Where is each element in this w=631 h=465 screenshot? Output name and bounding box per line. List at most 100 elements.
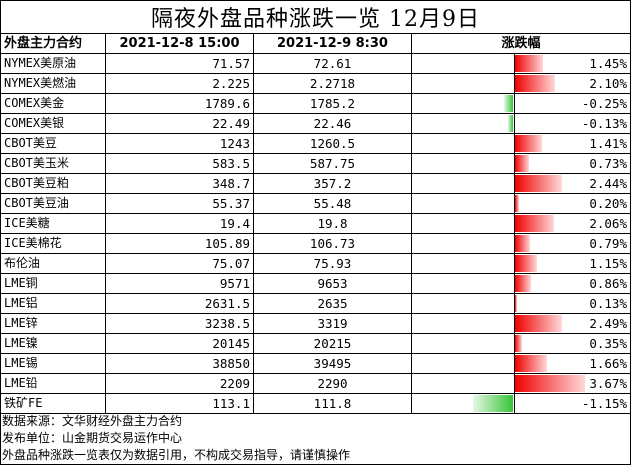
page-title: 隔夜外盘品种涨跌一览 12月9日 [0,0,631,34]
bar-axis [514,374,515,393]
table-row: LME铝 2631.5 2635 0.13% [0,293,631,314]
bar-axis [514,234,515,253]
change-cell: -0.13% [411,113,631,134]
change-percent: 0.86% [589,276,627,291]
price-date1: 9571 [105,273,254,294]
contract-name: LME锡 [0,353,106,374]
price-date2: 2635 [253,293,412,314]
contract-name: 铁矿FE [0,393,106,414]
table-row: LME锡 38850 39495 1.66% [0,353,631,374]
table-row: NYMEX美原油 71.57 72.61 1.45% [0,53,631,74]
table-row: NYMEX美燃油 2.225 2.2718 2.10% [0,73,631,94]
price-date1: 105.89 [105,233,254,254]
change-bar-up [515,55,543,72]
contract-name: LME锌 [0,313,106,334]
change-bar-up [515,215,554,232]
contract-name: LME铅 [0,373,106,394]
header-date2: 2021-12-9 8:30 [253,33,412,54]
price-date1: 113.1 [105,393,254,414]
price-date2: 106.73 [253,233,412,254]
contract-name: CBOT美豆油 [0,193,106,214]
change-percent: 0.35% [589,336,627,351]
table-row: COMEX美金 1789.6 1785.2 -0.25% [0,93,631,114]
table-row: LME锌 3238.5 3319 2.49% [0,313,631,334]
table-row: 布伦油 75.07 75.93 1.15% [0,253,631,274]
contract-name: CBOT美玉米 [0,153,106,174]
price-date1: 75.07 [105,253,254,274]
change-percent: 0.13% [589,296,627,311]
price-date1: 348.7 [105,173,254,194]
change-percent: 0.73% [589,156,627,171]
price-date1: 1789.6 [105,93,254,114]
change-cell: 2.44% [411,173,631,194]
change-cell: 0.35% [411,333,631,354]
change-percent: 1.66% [589,356,627,371]
change-cell: 1.66% [411,353,631,374]
table-row: ICE美棉花 105.89 106.73 0.79% [0,233,631,254]
bar-axis [514,354,515,373]
change-percent: 3.67% [589,376,627,391]
header-change: 涨跌幅 [411,33,631,54]
change-percent: 0.20% [589,196,627,211]
table-header-row: 外盘主力合约 2021-12-8 15:00 2021-12-9 8:30 涨跌… [0,33,631,54]
table-row: CBOT美豆油 55.37 55.48 0.20% [0,193,631,214]
table-row: 铁矿FE 113.1 111.8 -1.15% [0,393,631,414]
price-date2: 22.46 [253,113,412,134]
price-date2: 19.8 [253,213,412,234]
bar-axis [514,274,515,293]
change-bar-up [515,155,529,172]
bar-axis [514,94,515,113]
bar-axis [514,334,515,353]
change-percent: 0.79% [589,236,627,251]
bar-axis [514,294,515,313]
change-bar-up [515,255,537,272]
footer-publisher: 发布单位：山金期货交易运作中心 [2,431,183,445]
table-row: COMEX美银 22.49 22.46 -0.13% [0,113,631,134]
price-date2: 2290 [253,373,412,394]
change-cell: 1.41% [411,133,631,154]
price-date1: 20145 [105,333,254,354]
contract-name: ICE美糖 [0,213,106,234]
bar-axis [514,214,515,233]
price-date1: 2.225 [105,73,254,94]
change-bar-up [515,295,517,312]
change-bar-down [473,395,513,412]
change-cell: -1.15% [411,393,631,414]
price-date2: 55.48 [253,193,412,214]
price-date2: 357.2 [253,173,412,194]
price-date2: 1260.5 [253,133,412,154]
change-cell: 1.15% [411,253,631,274]
price-date2: 3319 [253,313,412,334]
contract-name: NYMEX美原油 [0,53,106,74]
price-date2: 39495 [253,353,412,374]
change-percent: 2.49% [589,316,627,331]
contract-name: CBOT美豆粕 [0,173,106,194]
contract-name: LME铝 [0,293,106,314]
change-bar-up [515,75,555,92]
bar-axis [514,134,515,153]
bar-axis [514,54,515,73]
price-date2: 1785.2 [253,93,412,114]
price-date1: 2209 [105,373,254,394]
price-date1: 71.57 [105,53,254,74]
price-date1: 22.49 [105,113,254,134]
contract-name: CBOT美豆 [0,133,106,154]
contract-name: COMEX美银 [0,113,106,134]
price-date1: 55.37 [105,193,254,214]
contract-name: LME铜 [0,273,106,294]
change-percent: -0.25% [581,96,627,111]
price-date2: 2.2718 [253,73,412,94]
bar-axis [514,194,515,213]
change-bar-up [515,195,519,212]
change-bar-up [515,335,522,352]
price-date2: 9653 [253,273,412,294]
change-percent: -0.13% [581,116,627,131]
price-date2: 20215 [253,333,412,354]
contract-name: NYMEX美燃油 [0,73,106,94]
bar-axis [514,314,515,333]
table-row: LME镍 20145 20215 0.35% [0,333,631,354]
bar-axis [514,394,515,413]
change-bar-up [515,135,542,152]
price-date1: 2631.5 [105,293,254,314]
